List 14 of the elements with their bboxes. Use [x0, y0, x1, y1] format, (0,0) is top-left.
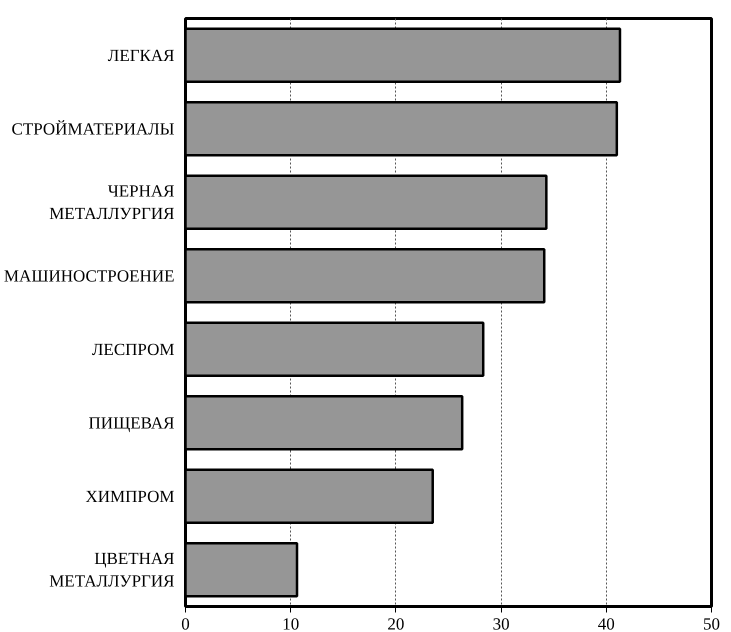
y-tick-label: ЛЕГКАЯ	[108, 46, 175, 65]
y-tick-label: ХИМПРОМ	[86, 486, 175, 506]
x-tick-label: 30	[492, 614, 510, 632]
x-tick-label: 10	[282, 614, 300, 632]
y-tick-label: СТРОЙМАТЕРИАЛЫ	[12, 119, 175, 138]
x-tick-label: 20	[387, 614, 404, 632]
y-tick-label: ПИЩЕВАЯ	[88, 413, 175, 432]
y-tick-label: МАШИНОСТРОЕНИЕ	[4, 266, 175, 286]
y-tick-label: ЦВЕТНАЯ МЕТАЛЛУРГИЯ	[49, 548, 175, 591]
x-tick-label: 40	[598, 614, 615, 632]
x-tick-label: 50	[703, 614, 720, 632]
y-tick-label: ЛЕСПРОМ	[92, 340, 175, 359]
x-tick-label: 0	[181, 614, 190, 632]
y-tick-label: ЧЕРНАЯ МЕТАЛЛУРГИЯ	[49, 181, 175, 224]
